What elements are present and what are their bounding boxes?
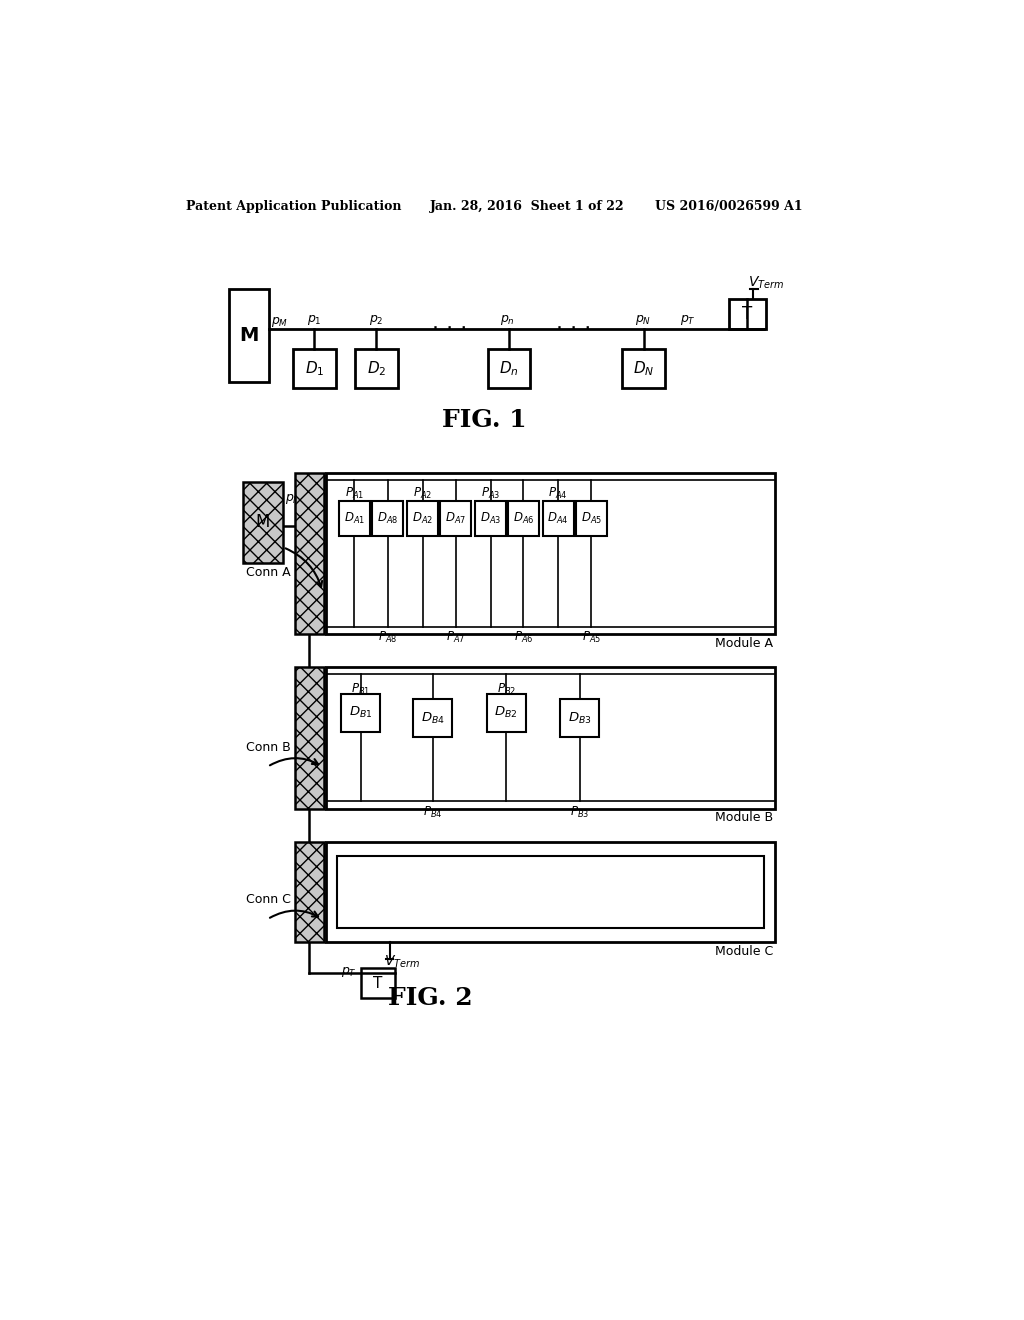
Text: $P_{B4}$: $P_{B4}$ <box>423 805 442 820</box>
Text: $D_{B2}$: $D_{B2}$ <box>495 705 518 721</box>
Text: $P_{A8}$: $P_{A8}$ <box>378 630 397 645</box>
Text: $p_n$: $p_n$ <box>501 313 515 327</box>
Bar <box>508 502 539 536</box>
Bar <box>326 842 775 942</box>
Text: $D_{A3}$: $D_{A3}$ <box>480 511 502 525</box>
Text: Module A: Module A <box>715 636 773 649</box>
Text: · · ·: · · · <box>556 319 591 339</box>
Bar <box>729 300 766 329</box>
Bar <box>623 350 665 388</box>
Bar <box>414 700 452 738</box>
Text: Module B: Module B <box>715 812 773 825</box>
Text: $D_{A8}$: $D_{A8}$ <box>377 511 398 525</box>
Text: $p_2$: $p_2$ <box>369 313 383 327</box>
Text: $p_1$: $p_1$ <box>306 313 322 327</box>
Bar <box>475 502 506 536</box>
Bar <box>372 502 403 536</box>
Text: $p_T$: $p_T$ <box>341 965 356 979</box>
Text: $P_{A4}$: $P_{A4}$ <box>549 486 568 500</box>
Text: $D_{B4}$: $D_{B4}$ <box>421 710 444 726</box>
Bar <box>326 473 775 635</box>
Bar <box>326 667 775 809</box>
Text: $D_{A5}$: $D_{A5}$ <box>581 511 602 525</box>
Bar <box>440 502 471 536</box>
Text: Jan. 28, 2016  Sheet 1 of 22: Jan. 28, 2016 Sheet 1 of 22 <box>430 199 625 213</box>
Bar <box>337 857 764 928</box>
Text: $P_{A5}$: $P_{A5}$ <box>582 630 601 645</box>
Text: Conn B: Conn B <box>246 741 291 754</box>
Text: Conn C: Conn C <box>246 894 291 907</box>
Text: $P_{A2}$: $P_{A2}$ <box>413 486 432 500</box>
Text: $p_M$: $p_M$ <box>286 492 303 506</box>
Text: $P_{A6}$: $P_{A6}$ <box>513 630 532 645</box>
Text: $D_{A6}$: $D_{A6}$ <box>513 511 534 525</box>
Text: Conn A: Conn A <box>246 566 291 579</box>
Bar <box>407 502 438 536</box>
Text: $P_{B1}$: $P_{B1}$ <box>351 682 370 697</box>
Bar <box>543 502 573 536</box>
Bar <box>295 842 324 942</box>
Bar <box>295 473 324 635</box>
Bar <box>341 693 380 733</box>
Text: M: M <box>256 513 270 531</box>
Text: $D_1$: $D_1$ <box>305 359 325 378</box>
Text: $P_{A3}$: $P_{A3}$ <box>481 486 501 500</box>
Bar <box>575 502 607 536</box>
Text: $D_n$: $D_n$ <box>499 359 519 378</box>
Bar <box>228 289 269 381</box>
Bar <box>486 693 525 733</box>
Text: US 2016/0026599 A1: US 2016/0026599 A1 <box>655 199 803 213</box>
Text: Module C: Module C <box>715 945 773 957</box>
Text: $D_N$: $D_N$ <box>633 359 654 378</box>
Text: $D_{B1}$: $D_{B1}$ <box>349 705 373 721</box>
Bar <box>293 350 336 388</box>
Bar <box>243 482 283 562</box>
Text: T: T <box>374 975 383 990</box>
Text: Patent Application Publication: Patent Application Publication <box>186 199 401 213</box>
Text: M: M <box>240 326 259 345</box>
Bar <box>355 350 397 388</box>
Text: $D_{A7}$: $D_{A7}$ <box>445 511 466 525</box>
Text: $P_{A7}$: $P_{A7}$ <box>446 630 466 645</box>
Text: FIG. 2: FIG. 2 <box>388 986 472 1010</box>
Text: FIG. 1: FIG. 1 <box>442 408 526 432</box>
Bar <box>339 502 370 536</box>
Text: $p_N$: $p_N$ <box>635 313 651 327</box>
Text: $D_{B3}$: $D_{B3}$ <box>568 710 592 726</box>
Text: · · ·: · · · <box>432 319 467 339</box>
Bar <box>560 700 599 738</box>
Text: $P_{B3}$: $P_{B3}$ <box>570 805 590 820</box>
Text: T: T <box>742 305 753 323</box>
Bar <box>360 969 395 998</box>
Text: $V_{Term}$: $V_{Term}$ <box>748 275 784 292</box>
Text: $D_{A4}$: $D_{A4}$ <box>548 511 569 525</box>
Text: $V_{Term}$: $V_{Term}$ <box>384 953 420 970</box>
Text: $D_{A2}$: $D_{A2}$ <box>412 511 433 525</box>
Text: $D_2$: $D_2$ <box>367 359 386 378</box>
Bar <box>295 667 324 809</box>
Bar <box>487 350 530 388</box>
Text: $p_T$: $p_T$ <box>680 313 695 327</box>
Text: $P_{A1}$: $P_{A1}$ <box>345 486 364 500</box>
Text: $p_M$: $p_M$ <box>271 314 289 329</box>
Text: $P_{B2}$: $P_{B2}$ <box>497 682 516 697</box>
Text: $D_{A1}$: $D_{A1}$ <box>344 511 365 525</box>
